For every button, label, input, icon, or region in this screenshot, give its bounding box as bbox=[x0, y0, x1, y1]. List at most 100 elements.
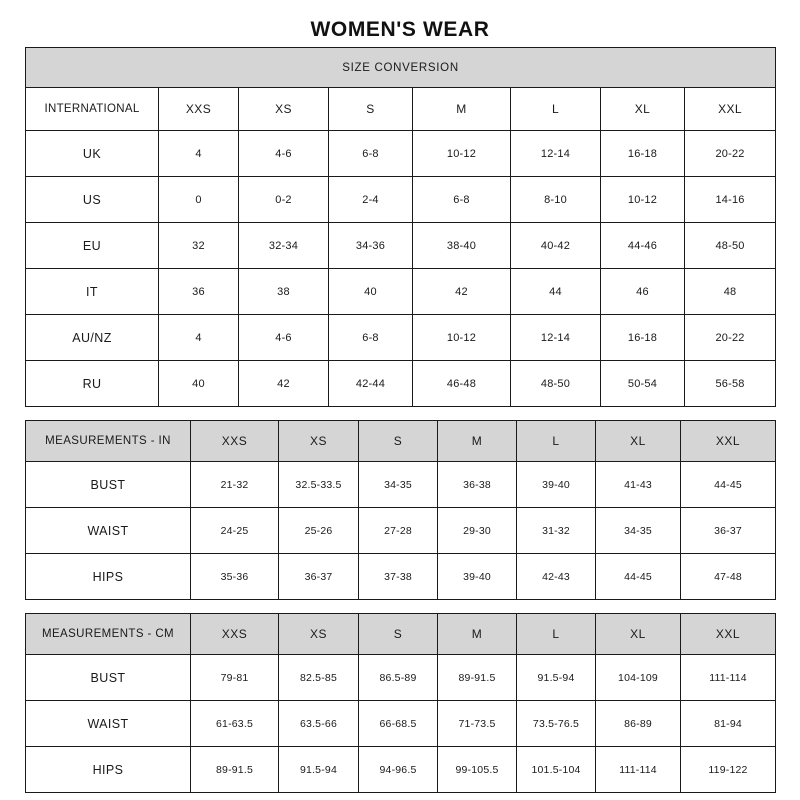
table-cell: 89-91.5 bbox=[190, 746, 279, 793]
table-cell: 34-35 bbox=[595, 507, 681, 554]
table-cell: 32.5-33.5 bbox=[278, 461, 359, 508]
table-cell: 14-16 bbox=[683, 176, 777, 223]
measurements-in-body: MEASUREMENTS - IN XXS XS S M L XL XXL BU… bbox=[25, 420, 776, 600]
table-cell: 29-30 bbox=[437, 507, 517, 554]
table-cell: 20-22 bbox=[683, 130, 777, 177]
column-header-s: S bbox=[358, 613, 438, 655]
table-cell: 6-8 bbox=[412, 176, 511, 223]
table-cell: 35-36 bbox=[190, 553, 279, 600]
table-row: US 0 0-2 2-4 6-8 8-10 10-12 14-16 bbox=[25, 176, 777, 223]
column-header-xxl: XXL bbox=[680, 613, 776, 655]
table-cell: 4 bbox=[158, 130, 239, 177]
row-label-header: MEASUREMENTS - CM bbox=[25, 613, 191, 655]
column-header-s: S bbox=[358, 420, 438, 462]
table-cell: 32-34 bbox=[238, 222, 329, 269]
column-header-xl: XL bbox=[595, 613, 681, 655]
table-cell: 34-36 bbox=[328, 222, 413, 269]
table-row: HIPS 89-91.5 91.5-94 94-96.5 99-105.5 10… bbox=[25, 746, 776, 793]
table-cell: 48-50 bbox=[510, 360, 601, 407]
row-label: BUST bbox=[25, 461, 191, 508]
table-cell: 41-43 bbox=[595, 461, 681, 508]
row-label: RU bbox=[25, 360, 159, 407]
table-cell: 47-48 bbox=[680, 553, 776, 600]
column-header-s: S bbox=[328, 87, 413, 131]
table-cell: 71-73.5 bbox=[437, 700, 517, 747]
table-cell: 10-12 bbox=[412, 314, 511, 361]
column-header-xs: XS bbox=[278, 613, 359, 655]
measurements-cm-body: MEASUREMENTS - CM XXS XS S M L XL XXL BU… bbox=[25, 613, 776, 793]
table-cell: 21-32 bbox=[190, 461, 279, 508]
table-cell: 61-63.5 bbox=[190, 700, 279, 747]
table-cell: 48 bbox=[683, 268, 777, 315]
table-cell: 73.5-76.5 bbox=[516, 700, 596, 747]
banner-row: SIZE CONVERSION bbox=[24, 47, 777, 88]
table-cell: 81-94 bbox=[680, 700, 776, 747]
table-cell: 99-105.5 bbox=[437, 746, 517, 793]
table-cell: 40 bbox=[158, 360, 239, 407]
table-row: WAIST 61-63.5 63.5-66 66-68.5 71-73.5 73… bbox=[25, 700, 776, 747]
column-header-l: L bbox=[510, 87, 601, 131]
measurements-cm-table-block: MEASUREMENTS - CM XXS XS S M L XL XXL BU… bbox=[25, 613, 776, 793]
table-cell: 38 bbox=[238, 268, 329, 315]
table-row: EU 32 32-34 34-36 38-40 40-42 44-46 48-5… bbox=[25, 222, 777, 269]
table-cell: 111-114 bbox=[595, 746, 681, 793]
table-cell: 6-8 bbox=[328, 314, 413, 361]
table-cell: 50-54 bbox=[600, 360, 685, 407]
table-cell: 0 bbox=[158, 176, 239, 223]
table-cell: 36-37 bbox=[278, 553, 359, 600]
table-cell: 56-58 bbox=[683, 360, 777, 407]
column-header-l: L bbox=[516, 613, 596, 655]
table-cell: 34-35 bbox=[358, 461, 438, 508]
table-cell: 42-44 bbox=[328, 360, 413, 407]
table-cell: 42 bbox=[412, 268, 511, 315]
column-header-xxs: XXS bbox=[190, 420, 279, 462]
table-cell: 104-109 bbox=[595, 654, 681, 701]
table-cell: 4-6 bbox=[238, 130, 329, 177]
row-label: WAIST bbox=[25, 507, 191, 554]
row-label: UK bbox=[25, 130, 159, 177]
table-cell: 63.5-66 bbox=[278, 700, 359, 747]
table-row: IT 36 38 40 42 44 46 48 bbox=[25, 268, 777, 315]
table-cell: 36-38 bbox=[437, 461, 517, 508]
size-conversion-banner: SIZE CONVERSION bbox=[24, 47, 777, 88]
table-cell: 10-12 bbox=[412, 130, 511, 177]
table-cell: 40 bbox=[328, 268, 413, 315]
size-conversion-table: SIZE CONVERSION INTERNATIONAL XXS XS S M… bbox=[24, 47, 777, 407]
row-label: EU bbox=[25, 222, 159, 269]
row-label: HIPS bbox=[25, 553, 191, 600]
table-cell: 25-26 bbox=[278, 507, 359, 554]
table-cell: 6-8 bbox=[328, 130, 413, 177]
table-cell: 119-122 bbox=[680, 746, 776, 793]
column-header-xs: XS bbox=[238, 87, 329, 131]
table-cell: 2-4 bbox=[328, 176, 413, 223]
measurements-cm-table: MEASUREMENTS - CM XXS XS S M L XL XXL BU… bbox=[25, 613, 776, 793]
column-header-l: L bbox=[516, 420, 596, 462]
table-row: UK 4 4-6 6-8 10-12 12-14 16-18 20-22 bbox=[25, 130, 777, 177]
page-title: WOMEN'S WEAR bbox=[310, 18, 490, 41]
table-cell: 20-22 bbox=[683, 314, 777, 361]
size-conversion-table-block: SIZE CONVERSION INTERNATIONAL XXS XS S M… bbox=[24, 47, 777, 407]
column-header-row: MEASUREMENTS - IN XXS XS S M L XL XXL bbox=[25, 420, 776, 462]
table-cell: 86.5-89 bbox=[358, 654, 438, 701]
table-cell: 44-45 bbox=[595, 553, 681, 600]
table-cell: 89-91.5 bbox=[437, 654, 517, 701]
table-row: BUST 21-32 32.5-33.5 34-35 36-38 39-40 4… bbox=[25, 461, 776, 508]
table-cell: 94-96.5 bbox=[358, 746, 438, 793]
table-cell: 42 bbox=[238, 360, 329, 407]
row-label-header: MEASUREMENTS - IN bbox=[25, 420, 191, 462]
table-cell: 82.5-85 bbox=[278, 654, 359, 701]
column-header-row: MEASUREMENTS - CM XXS XS S M L XL XXL bbox=[25, 613, 776, 655]
table-cell: 12-14 bbox=[510, 314, 601, 361]
table-cell: 111-114 bbox=[680, 654, 776, 701]
table-cell: 39-40 bbox=[516, 461, 596, 508]
table-cell: 40-42 bbox=[510, 222, 601, 269]
table-cell: 101.5-104 bbox=[516, 746, 596, 793]
column-header-m: M bbox=[412, 87, 511, 131]
table-cell: 12-14 bbox=[510, 130, 601, 177]
table-cell: 36-37 bbox=[680, 507, 776, 554]
table-cell: 8-10 bbox=[510, 176, 601, 223]
column-header-m: M bbox=[437, 420, 517, 462]
row-label-header: INTERNATIONAL bbox=[25, 87, 159, 131]
table-cell: 16-18 bbox=[600, 314, 685, 361]
